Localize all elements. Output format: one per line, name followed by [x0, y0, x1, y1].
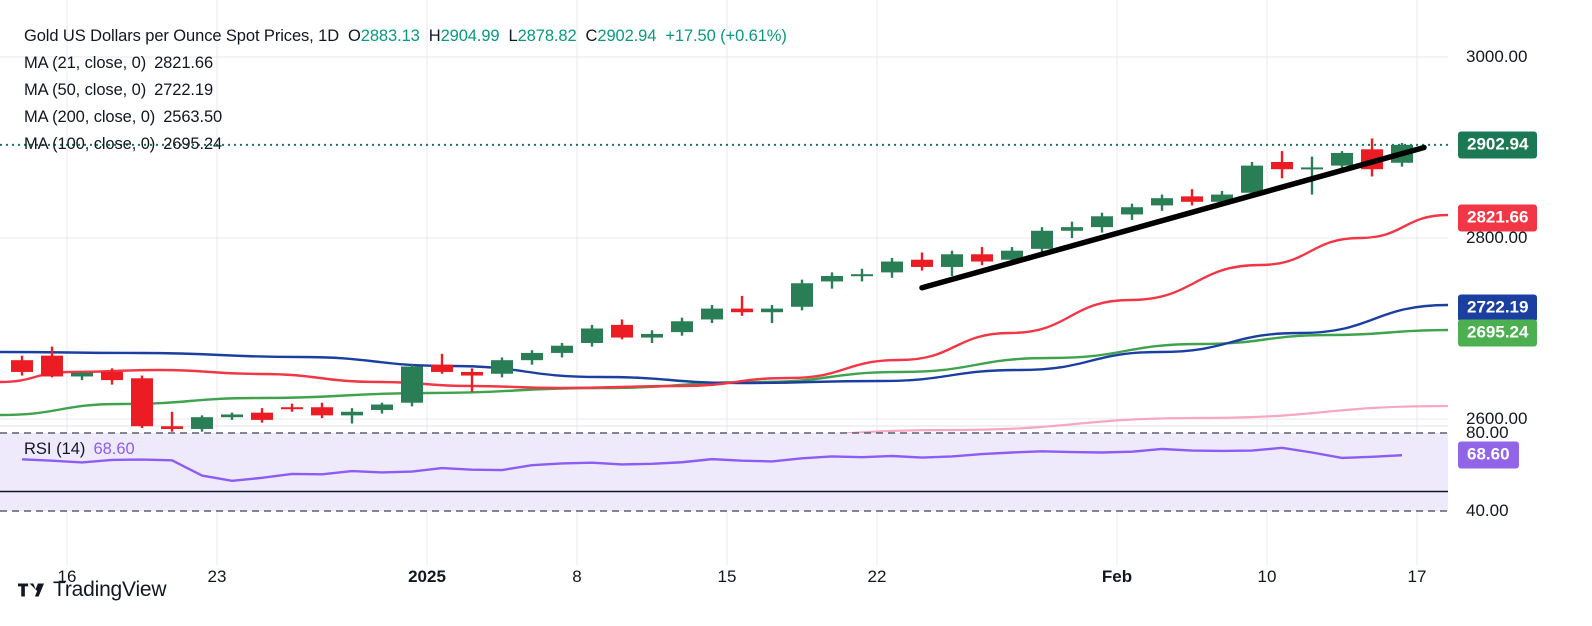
candle-body [221, 414, 243, 418]
candle-body [671, 321, 693, 333]
tradingview-branding: TradingView [18, 578, 167, 602]
candle-body [341, 411, 363, 416]
tradingview-logo-icon [18, 583, 44, 597]
price-tick-label: 2800.00 [1466, 228, 1528, 247]
candle-body [1001, 250, 1023, 260]
candle-body [881, 261, 903, 273]
rsi-value: 68.60 [93, 440, 135, 458]
candle-body [131, 378, 153, 427]
price-scale[interactable]: 3000.00 2800.00 2600.00 2902.94 2821.66 2722.… [1448, 0, 1592, 565]
price-tick-label: 3000.00 [1466, 47, 1528, 66]
time-tick-label: 2025 [408, 567, 446, 586]
candle-body [1151, 198, 1173, 206]
rsi-value-badge[interactable]: 68.60 [1458, 441, 1519, 469]
candle-body [41, 355, 63, 377]
ma21-badge[interactable]: 2821.66 [1458, 204, 1538, 232]
candle-body [701, 308, 723, 320]
candle-body [161, 426, 183, 429]
ma-21-line [0, 213, 1448, 390]
ma100-badge[interactable]: 2695.24 [1458, 319, 1538, 347]
candle-body [821, 276, 843, 282]
rsi-legend[interactable]: RSI (14) 68.60 [24, 440, 135, 459]
time-tick-label: 17 [1407, 567, 1427, 586]
price-tick-label: 2600.00 [1466, 409, 1528, 428]
candle-body [1241, 165, 1263, 193]
trendline-drawing[interactable] [919, 144, 1427, 291]
candle-body [251, 412, 273, 420]
candle-body [1301, 167, 1323, 170]
candle-body [551, 345, 573, 353]
candle-body [371, 404, 393, 410]
time-tick-label: 8 [572, 567, 582, 586]
candle-body [1061, 227, 1083, 231]
tradingview-wordmark: TradingView [53, 578, 167, 601]
chart-plot-area[interactable] [0, 0, 1448, 565]
candle-body [1091, 216, 1113, 228]
time-tick-label: 16 [57, 567, 77, 586]
price-pane-background [0, 0, 1448, 425]
candle-body [791, 283, 813, 307]
candle-body [1181, 196, 1203, 202]
candle-body [941, 254, 963, 267]
rsi-line [21, 446, 1403, 482]
rsi-tick-label: 40.00 [1466, 501, 1509, 520]
time-tick-label: 22 [867, 567, 887, 586]
rsi-label: RSI (14) [24, 440, 86, 458]
ma-50-line [0, 303, 1448, 385]
candle-body [911, 259, 933, 267]
candle-body [401, 366, 423, 403]
candle-body [1211, 194, 1233, 202]
candle-body [731, 308, 753, 313]
candle-body [11, 360, 33, 372]
candle-body [281, 407, 303, 410]
rsi-tick-label: 80.00 [1466, 423, 1509, 442]
rsi-band-fill [0, 433, 1448, 511]
candle-body [971, 254, 993, 262]
candle-body [1331, 152, 1353, 166]
chart-svg [0, 0, 1448, 565]
time-tick-label: 10 [1257, 567, 1277, 586]
candle-body [1121, 207, 1143, 215]
time-tick-label: 15 [717, 567, 737, 586]
candle-body [191, 417, 213, 429]
candle-body [1271, 161, 1293, 170]
ma50-badge[interactable]: 2722.19 [1458, 294, 1538, 322]
candle-body [851, 274, 873, 277]
candle-body [521, 352, 543, 361]
candle-body [431, 364, 453, 372]
candle-body [311, 407, 333, 416]
time-tick-label: Feb [1101, 567, 1133, 586]
candle-body [101, 371, 123, 381]
candle-body [491, 360, 513, 374]
time-scale[interactable]: 16 23 2025 8 15 22 Feb 10 17 [0, 565, 1448, 597]
candle-body [581, 328, 603, 343]
candle-body [461, 371, 483, 376]
candle-body [641, 333, 663, 338]
last-price-badge[interactable]: 2902.94 [1458, 131, 1538, 159]
candle-body [611, 324, 633, 338]
candle-body [1031, 230, 1053, 249]
candle-body [71, 372, 93, 377]
candle-body [761, 308, 783, 313]
time-tick-label: 23 [207, 567, 227, 586]
